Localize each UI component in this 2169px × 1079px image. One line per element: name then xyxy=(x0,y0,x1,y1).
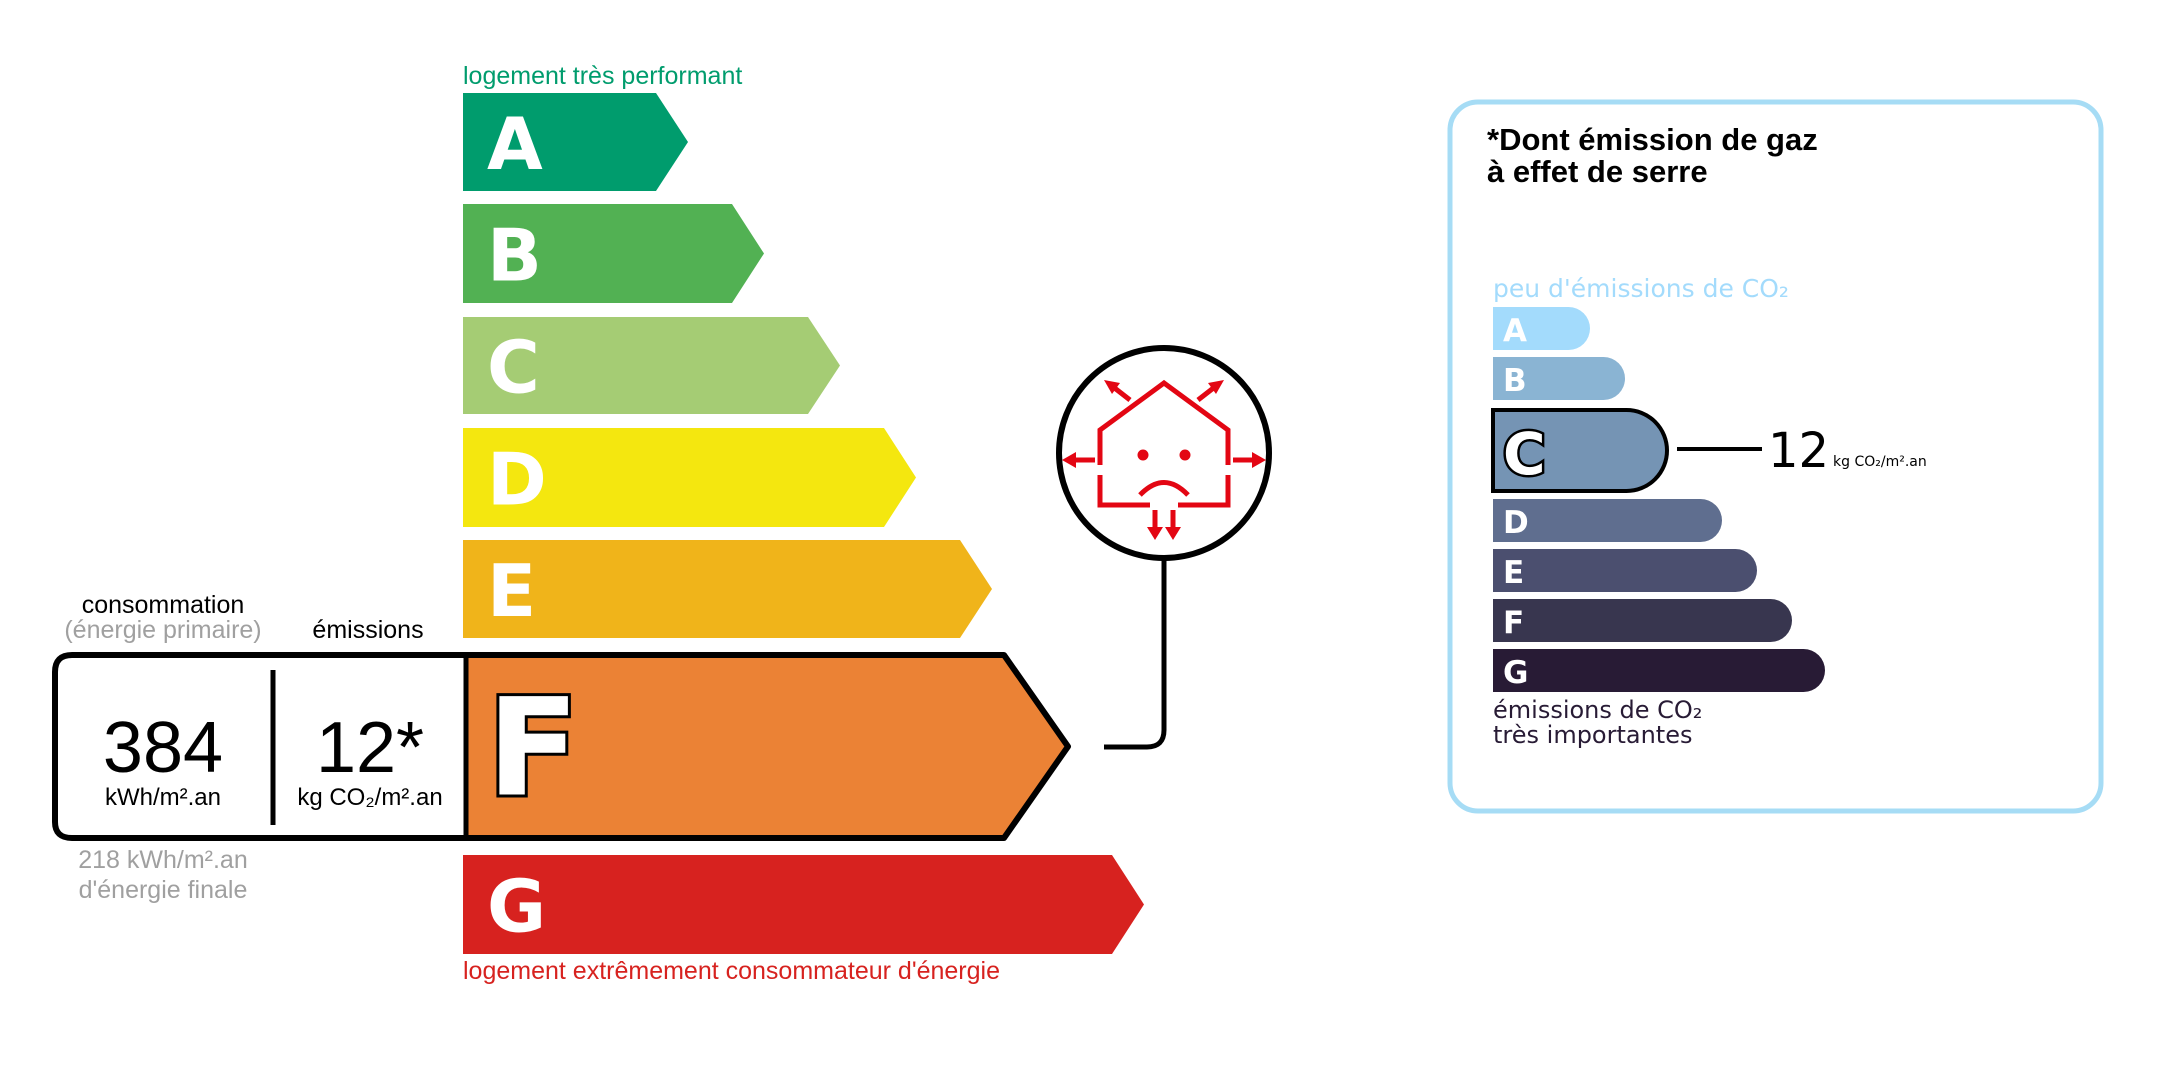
icon-connector xyxy=(1104,560,1167,750)
energy-class-c: C xyxy=(463,317,840,414)
final-energy-value: 218 kWh/m².an xyxy=(78,846,248,874)
energy-class-letter: D xyxy=(487,438,547,522)
ges-bottom-label-line1: émissions de CO₂ xyxy=(1493,696,1702,724)
ges-class-g: G xyxy=(1493,649,1825,692)
value-box xyxy=(52,652,466,841)
ges-unit: kg CO₂/m².an xyxy=(1833,454,1927,470)
energy-bottom-label: logement extrêmement consommateur d'éner… xyxy=(463,957,1000,985)
energy-class-letter: A xyxy=(487,102,543,186)
energy-class-b: B xyxy=(463,204,764,303)
energy-top-label: logement très performant xyxy=(463,62,742,90)
emissions-unit: kg CO₂/m².an xyxy=(297,784,442,811)
energy-class-letter: F xyxy=(487,670,579,827)
ges-class-c: C xyxy=(1491,408,1669,493)
energy-class-letter: C xyxy=(487,326,540,410)
ges-bottom-label-line2: très importantes xyxy=(1493,721,1693,749)
ges-class-b: B xyxy=(1493,357,1625,400)
emissions-label: émissions xyxy=(312,616,423,644)
energy-class-letter: E xyxy=(487,549,536,633)
ges-class-e: E xyxy=(1493,549,1757,592)
energy-class-letter: G xyxy=(487,865,546,949)
ges-class-letter: A xyxy=(1503,313,1527,349)
ges-class-a: A xyxy=(1493,307,1590,350)
energy-class-letter: B xyxy=(487,214,542,298)
ges-top-label: peu d'émissions de CO₂ xyxy=(1493,274,1789,303)
consumption-label: consommation xyxy=(82,591,245,619)
consumption-unit: kWh/m².an xyxy=(105,784,221,811)
ges-class-d: D xyxy=(1493,499,1722,542)
ges-class-f: F xyxy=(1493,599,1792,642)
ges-title-line2: à effet de serre xyxy=(1487,154,1708,189)
consumption-value: 384 xyxy=(103,708,223,788)
ges-class-letter: B xyxy=(1503,363,1527,399)
energy-class-e: E xyxy=(463,540,992,638)
energy-class-f: F xyxy=(460,652,1071,841)
ges-class-letter: C xyxy=(1503,420,1546,488)
ges-title-line1: *Dont émission de gaz xyxy=(1487,122,1818,157)
ges-class-letter: F xyxy=(1503,605,1524,641)
consumption-sublabel: (énergie primaire) xyxy=(64,616,261,644)
energy-class-a: A xyxy=(463,93,688,191)
ges-class-letter: G xyxy=(1503,655,1528,691)
house-heat-loss-sad-face-icon xyxy=(1056,345,1272,561)
ges-class-letter: E xyxy=(1503,555,1524,591)
ges-value: 12 xyxy=(1768,423,1829,479)
energy-class-d: D xyxy=(463,428,916,527)
energy-class-g: G xyxy=(463,855,1144,954)
final-energy-label: d'énergie finale xyxy=(79,876,248,904)
emissions-value: 12* xyxy=(316,708,424,788)
ges-class-letter: D xyxy=(1503,505,1529,541)
